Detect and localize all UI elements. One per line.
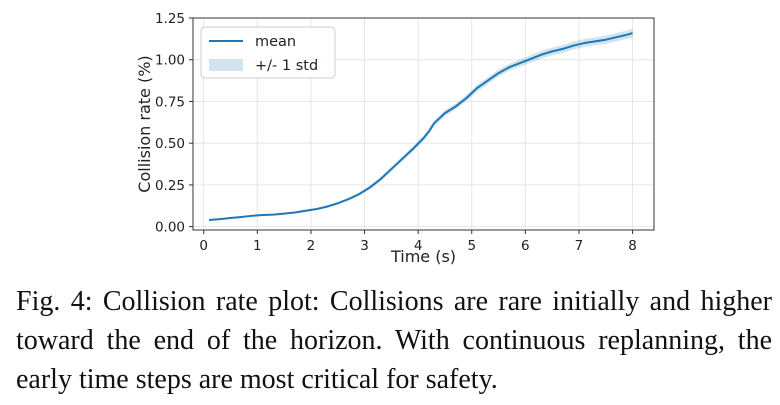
y-axis-label: Collision rate (%) [135, 55, 154, 192]
legend-band-swatch [209, 59, 243, 71]
x-tick-label: 8 [628, 238, 637, 254]
x-tick-label: 7 [575, 238, 584, 254]
x-tick-label: 6 [521, 238, 530, 254]
mean-line [209, 32, 633, 221]
x-tick-label: 0 [199, 238, 208, 254]
x-tick-label: 1 [253, 238, 262, 254]
y-ticks: 0.00 0.25 0.50 0.75 1.00 1.25 [155, 11, 193, 236]
legend-band-label: +/- 1 std [255, 58, 318, 74]
figure-caption: Fig. 4: Collision rate plot: Collisions … [16, 286, 772, 395]
x-ticks: 0 1 2 3 4 5 6 7 8 [199, 230, 637, 254]
y-tick-label: 0.75 [155, 94, 185, 110]
y-tick-label: 0.50 [155, 136, 185, 152]
x-tick-label: 4 [414, 238, 423, 254]
plot-frame [192, 17, 655, 231]
x-tick-label: 5 [467, 238, 476, 254]
y-tick-label: 1.25 [155, 11, 185, 27]
x-tick-label: 2 [307, 238, 316, 254]
grid [193, 17, 654, 230]
y-tick-label: 0.25 [155, 178, 185, 194]
x-axis-label: Time (s) [390, 247, 456, 266]
collision-rate-chart: 0 1 2 3 4 5 6 7 8 0.00 0.25 0.50 0.75 1.00 1.25 Time … [135, 11, 655, 266]
legend-mean-label: mean [255, 34, 296, 50]
y-tick-label: 0.00 [155, 220, 185, 236]
y-tick-label: 1.00 [155, 53, 185, 69]
legend-box [200, 26, 336, 79]
x-tick-label: 3 [360, 238, 369, 254]
legend: mean +/- 1 std [200, 26, 336, 79]
